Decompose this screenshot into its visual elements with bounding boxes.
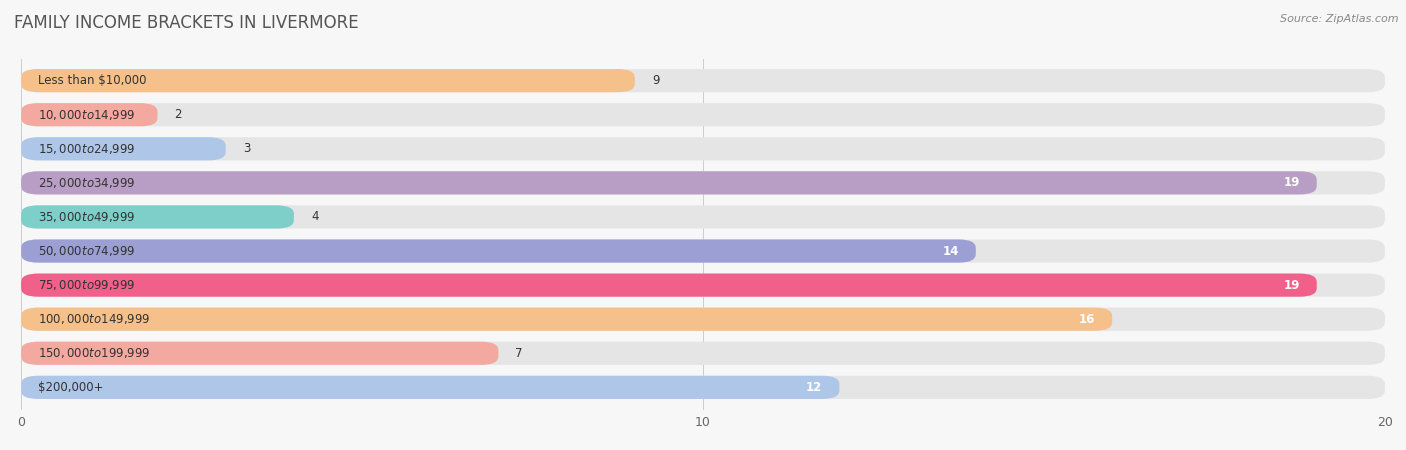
FancyBboxPatch shape — [21, 376, 839, 399]
FancyBboxPatch shape — [21, 69, 636, 92]
Text: $75,000 to $99,999: $75,000 to $99,999 — [38, 278, 135, 292]
Text: $15,000 to $24,999: $15,000 to $24,999 — [38, 142, 135, 156]
Text: 12: 12 — [806, 381, 823, 394]
Text: $150,000 to $199,999: $150,000 to $199,999 — [38, 346, 150, 360]
Text: $25,000 to $34,999: $25,000 to $34,999 — [38, 176, 135, 190]
Text: 3: 3 — [243, 142, 250, 155]
FancyBboxPatch shape — [21, 103, 157, 126]
Text: 2: 2 — [174, 108, 181, 121]
FancyBboxPatch shape — [21, 308, 1112, 331]
FancyBboxPatch shape — [21, 137, 1385, 160]
FancyBboxPatch shape — [21, 342, 1385, 365]
FancyBboxPatch shape — [21, 308, 1385, 331]
FancyBboxPatch shape — [21, 137, 226, 160]
FancyBboxPatch shape — [21, 376, 1385, 399]
Text: Source: ZipAtlas.com: Source: ZipAtlas.com — [1281, 14, 1399, 23]
Text: $200,000+: $200,000+ — [38, 381, 104, 394]
FancyBboxPatch shape — [21, 69, 1385, 92]
Text: 16: 16 — [1078, 313, 1095, 326]
FancyBboxPatch shape — [21, 274, 1385, 297]
Text: 19: 19 — [1284, 176, 1299, 189]
FancyBboxPatch shape — [21, 103, 1385, 126]
Text: 9: 9 — [652, 74, 659, 87]
FancyBboxPatch shape — [21, 342, 499, 365]
Text: $35,000 to $49,999: $35,000 to $49,999 — [38, 210, 135, 224]
FancyBboxPatch shape — [21, 239, 976, 263]
Text: 7: 7 — [516, 347, 523, 360]
Text: Less than $10,000: Less than $10,000 — [38, 74, 146, 87]
Text: 14: 14 — [942, 244, 959, 257]
FancyBboxPatch shape — [21, 205, 1385, 229]
Text: 4: 4 — [311, 211, 318, 224]
Text: 19: 19 — [1284, 279, 1299, 292]
Text: $100,000 to $149,999: $100,000 to $149,999 — [38, 312, 150, 326]
Text: $50,000 to $74,999: $50,000 to $74,999 — [38, 244, 135, 258]
FancyBboxPatch shape — [21, 171, 1317, 194]
FancyBboxPatch shape — [21, 171, 1385, 194]
FancyBboxPatch shape — [21, 239, 1385, 263]
Text: $10,000 to $14,999: $10,000 to $14,999 — [38, 108, 135, 122]
FancyBboxPatch shape — [21, 205, 294, 229]
Text: FAMILY INCOME BRACKETS IN LIVERMORE: FAMILY INCOME BRACKETS IN LIVERMORE — [14, 14, 359, 32]
FancyBboxPatch shape — [21, 274, 1317, 297]
